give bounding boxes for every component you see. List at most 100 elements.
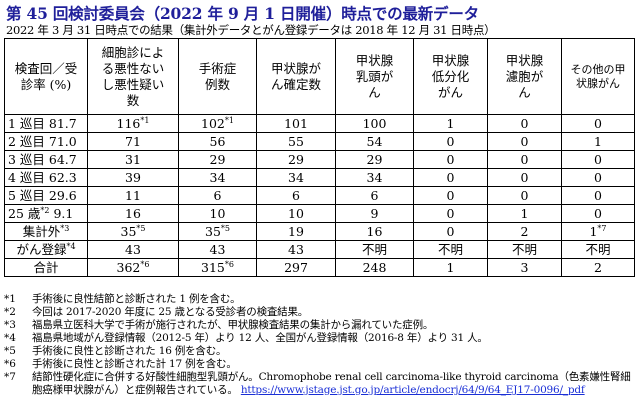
cell-value: 9 (370, 205, 379, 221)
cell-value: 不明 (511, 241, 537, 257)
footnote-ref: *5 (220, 223, 230, 233)
reference-link[interactable]: https://www.jstage.jst.go.jp/article/end… (240, 384, 585, 396)
cell-value: 31 (125, 151, 141, 167)
cell-value: 35 (205, 223, 221, 239)
table-cell: 0 (413, 186, 488, 205)
cell-value: 0 (446, 223, 455, 239)
cell-value: 0 (446, 133, 455, 149)
cell-value: 39 (125, 169, 141, 185)
cell-value: 248 (362, 259, 387, 275)
table-cell: 100 (335, 114, 414, 133)
table-cell: 0 (413, 132, 488, 151)
table-cell: 101 (256, 114, 336, 133)
table-cell: 297 (256, 258, 336, 277)
footnote-ref: *6 (140, 259, 150, 269)
table-cell: 34 (335, 168, 414, 187)
table-cell: 55 (256, 132, 336, 151)
row-label: 1 巡目 81.7 (4, 114, 88, 133)
header-confirmed: 甲状腺がん確定数 (256, 38, 336, 115)
table-cell: 0 (561, 150, 635, 169)
table-cell: 43 (256, 240, 336, 259)
page-title: 第 45 回検討委員会（2022 年 9 月 1 日開催）時点での最新データ (6, 4, 479, 23)
table-cell: 43 (178, 240, 257, 259)
cell-value: 0 (446, 151, 455, 167)
cell-value: 0 (520, 115, 529, 131)
table-cell: 31 (87, 150, 179, 169)
table-cell: 6 (178, 186, 257, 205)
cell-value: 2 (594, 259, 602, 275)
table-row: 25 歳*2 9.1 16 10 10 9 0 1 0 (4, 204, 635, 223)
cell-value: 102 (201, 115, 225, 131)
table-cell: 0 (413, 168, 488, 187)
footnotes: *1 手術後に良性結節と診断された 1 例を含む。 *2 今回は 2017-2020 … (4, 293, 637, 397)
row-label-rate: 9.1 (49, 205, 74, 221)
footnote-item: *7 結節性硬化症に合併する好酸性細胞型乳頭がん。Chromophobe rena… (4, 371, 637, 397)
footnote-mark: *6 (4, 358, 16, 370)
cell-value: 0 (594, 205, 602, 221)
header-exam-round: 検査回／受診率 (%) (4, 38, 88, 115)
cell-value: 315 (201, 259, 225, 275)
table-cell: 不明 (335, 240, 414, 259)
row-label-text: 4 巡目 62.3 (8, 169, 77, 185)
table-cell: 0 (487, 132, 562, 151)
footnote-ref: *1 (224, 115, 234, 125)
footnote-mark: *5 (4, 345, 16, 357)
row-label: 2 巡目 71.0 (4, 132, 88, 151)
row-label: 3 巡目 64.7 (4, 150, 88, 169)
cell-value: 29 (366, 151, 383, 167)
table-cell: 3 (487, 258, 562, 277)
row-label-text: 5 巡目 29.6 (8, 187, 77, 203)
table-cell: 0 (487, 186, 562, 205)
cell-value: 56 (209, 133, 226, 149)
table-cell: 0 (413, 204, 488, 223)
footnote-ref: *5 (136, 223, 146, 233)
header-other: その他の甲状腺がん (561, 38, 635, 115)
table-cell: 102*1 (178, 114, 257, 133)
cell-value: 71 (125, 133, 141, 149)
table-cell: 29 (335, 150, 414, 169)
table-cell: 0 (487, 114, 562, 133)
cell-value: 不明 (437, 241, 463, 257)
table-cell: 2 (487, 222, 562, 241)
cell-value: 16 (366, 223, 383, 239)
table-cell: 0 (413, 150, 488, 169)
table-cell: 71 (87, 132, 179, 151)
table-cell: 19 (256, 222, 336, 241)
footnote-mark: *1 (4, 293, 16, 305)
row-label-text: 25 歳 (8, 205, 41, 221)
cell-value: 34 (288, 169, 304, 185)
footnote-item: *5 手術後に良性と診断された 16 例を含む。 (4, 345, 637, 358)
cell-value: 0 (446, 205, 455, 221)
cell-value: 10 (209, 205, 226, 221)
row-label: 合計 (4, 258, 88, 277)
header-follicular: 甲状腺濾胞がん (487, 38, 562, 115)
cell-value: 0 (520, 151, 529, 167)
table-cell: 不明 (413, 240, 488, 259)
cell-value: 不明 (585, 241, 611, 257)
table-cell: 1 (413, 258, 488, 277)
cell-value: 0 (594, 151, 602, 167)
cell-value: 0 (594, 115, 602, 131)
table-cell: 362*6 (87, 258, 179, 277)
footnote-ref: *2 (40, 205, 50, 215)
table-cell: 0 (561, 186, 635, 205)
cell-value: 0 (594, 169, 602, 185)
footnote-text: 手術後に良性と診断された計 17 例を含む。 (32, 358, 237, 370)
table-cell: 35*5 (178, 222, 257, 241)
header-surgery: 手術症例数 (178, 38, 257, 115)
table-cell: 10 (256, 204, 336, 223)
cell-value: 6 (370, 187, 379, 203)
cell-value: 54 (366, 133, 383, 149)
footnote-item: *6 手術後に良性と診断された計 17 例を含む。 (4, 358, 637, 371)
table-cell: 1 (561, 132, 635, 151)
row-label: 4 巡目 62.3 (4, 168, 88, 187)
cell-value: 19 (288, 223, 304, 239)
table-cell: 34 (178, 168, 257, 187)
cell-value: 100 (362, 115, 387, 131)
footnote-text: 手術後に良性と診断された 16 例を含む。 (32, 345, 227, 357)
cell-value: 43 (288, 241, 304, 257)
footnote-item: *3 福島県立医科大学で手術が施行されたが、甲状腺検査結果の集計から漏れていた症例… (4, 319, 637, 332)
cell-value: 34 (366, 169, 383, 185)
cell-value: 34 (209, 169, 226, 185)
row-label: 25 歳*2 9.1 (4, 204, 88, 223)
